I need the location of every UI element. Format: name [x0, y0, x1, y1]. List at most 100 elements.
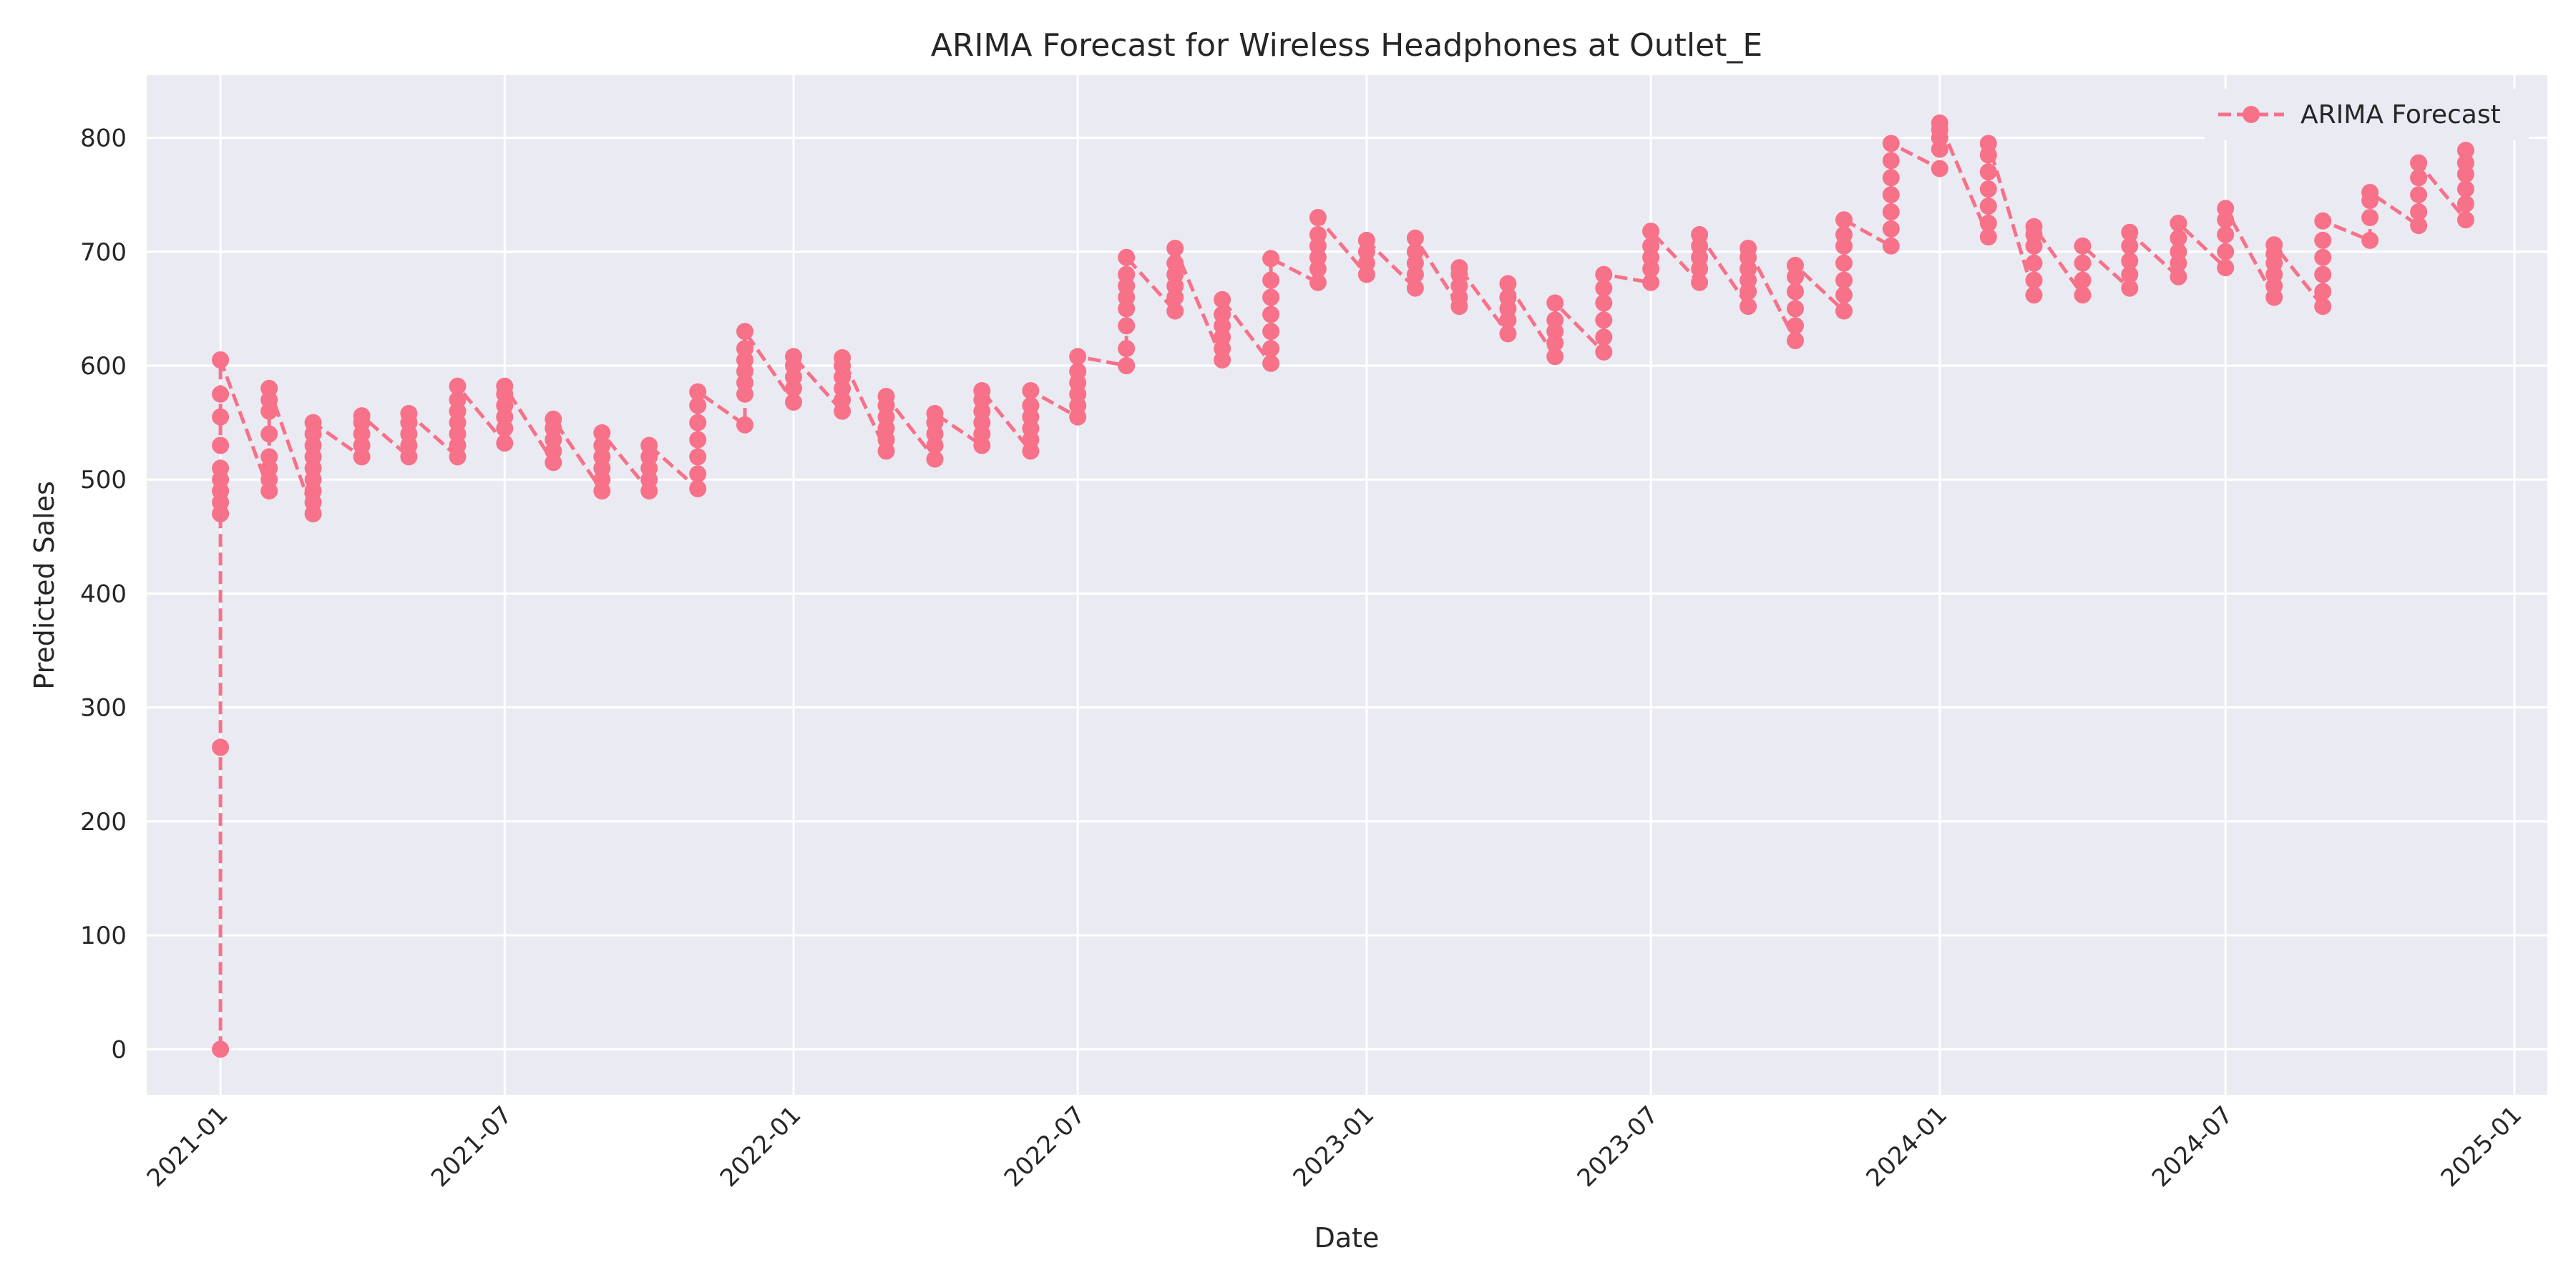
data-point — [1595, 279, 1613, 297]
data-point — [1595, 294, 1613, 312]
data-point — [1262, 354, 1280, 372]
data-point — [1022, 396, 1040, 414]
y-tick-label: 100 — [80, 922, 127, 950]
data-point — [1979, 180, 1997, 198]
data-point — [1406, 279, 1424, 297]
data-point — [1979, 163, 1997, 181]
data-point — [736, 323, 753, 341]
data-point — [1979, 197, 1997, 215]
data-point — [1357, 231, 1375, 249]
data-point — [212, 408, 230, 426]
data-point — [1262, 306, 1280, 323]
data-point — [926, 450, 944, 468]
data-point — [689, 396, 707, 414]
data-point — [2074, 254, 2092, 272]
data-point — [2314, 248, 2332, 266]
y-tick-label: 200 — [80, 808, 127, 836]
data-point — [2170, 215, 2187, 232]
data-point — [1546, 294, 1564, 312]
data-point — [212, 738, 230, 756]
data-point — [1882, 237, 1900, 255]
data-point — [2121, 223, 2139, 241]
data-point — [2121, 265, 2139, 283]
data-point — [1595, 265, 1613, 283]
data-point — [1787, 317, 1804, 335]
data-point — [1787, 300, 1804, 318]
data-point — [2361, 209, 2379, 226]
data-point — [2170, 229, 2187, 247]
data-point — [689, 480, 707, 497]
data-point — [1787, 283, 1804, 301]
data-point — [736, 340, 753, 358]
data-point — [689, 383, 707, 401]
data-point — [2457, 195, 2474, 213]
data-point — [1642, 223, 1660, 240]
y-tick-label: 700 — [80, 238, 127, 267]
data-point — [1309, 209, 1327, 226]
data-point — [2025, 254, 2043, 272]
data-point — [1546, 311, 1564, 329]
data-point — [212, 385, 230, 403]
data-point — [260, 379, 278, 397]
data-point — [1262, 288, 1280, 306]
data-point — [1499, 325, 1517, 343]
data-point — [1882, 203, 1900, 221]
data-point — [1740, 240, 1757, 257]
data-point — [1882, 220, 1900, 238]
data-point — [260, 448, 278, 466]
y-tick-label: 300 — [80, 694, 127, 723]
data-point — [2074, 271, 2092, 289]
legend-box — [2204, 89, 2529, 140]
data-point — [1595, 343, 1613, 361]
legend-label: ARIMA Forecast — [2301, 100, 2501, 130]
data-point — [1691, 225, 1709, 243]
data-point — [1882, 169, 1900, 187]
data-point — [1642, 273, 1660, 291]
data-point — [1882, 135, 1900, 152]
data-point — [1740, 298, 1757, 316]
data-point — [1214, 291, 1231, 308]
data-point — [2410, 186, 2428, 204]
data-point — [1835, 254, 1853, 272]
data-point — [2121, 279, 2139, 297]
data-point — [449, 377, 467, 395]
data-point — [689, 431, 707, 449]
data-point — [2217, 243, 2235, 260]
data-point — [2361, 184, 2379, 201]
data-point — [2025, 286, 2043, 304]
data-point — [926, 404, 944, 422]
data-point — [1979, 215, 1997, 232]
data-point — [1979, 228, 1997, 246]
data-point — [834, 348, 852, 366]
y-axis-label: Predicted Sales — [29, 481, 60, 690]
data-point — [736, 416, 753, 434]
data-point — [973, 382, 991, 399]
data-point — [212, 351, 230, 369]
data-point — [1642, 237, 1660, 255]
data-point — [2457, 211, 2474, 229]
data-point — [1882, 186, 1900, 204]
data-point — [1022, 382, 1040, 399]
data-point — [2217, 259, 2235, 277]
data-point — [689, 414, 707, 431]
data-point — [400, 404, 418, 422]
data-point — [2314, 231, 2332, 249]
data-point — [1931, 114, 1948, 132]
data-point — [1262, 340, 1280, 358]
data-point — [212, 459, 230, 477]
data-point — [304, 414, 322, 431]
chart-title: ARIMA Forecast for Wireless Headphones a… — [931, 27, 1762, 64]
data-point — [2314, 298, 2332, 316]
data-point — [1835, 302, 1853, 320]
data-point — [2121, 252, 2139, 270]
data-point — [2410, 203, 2428, 221]
legend: ARIMA Forecast — [2204, 89, 2529, 140]
data-point — [2457, 154, 2474, 172]
y-tick-label: 500 — [80, 466, 127, 494]
data-point — [2217, 200, 2235, 218]
data-point — [2410, 169, 2428, 187]
data-point — [212, 436, 230, 454]
data-point — [496, 434, 514, 452]
data-point — [1118, 340, 1136, 358]
